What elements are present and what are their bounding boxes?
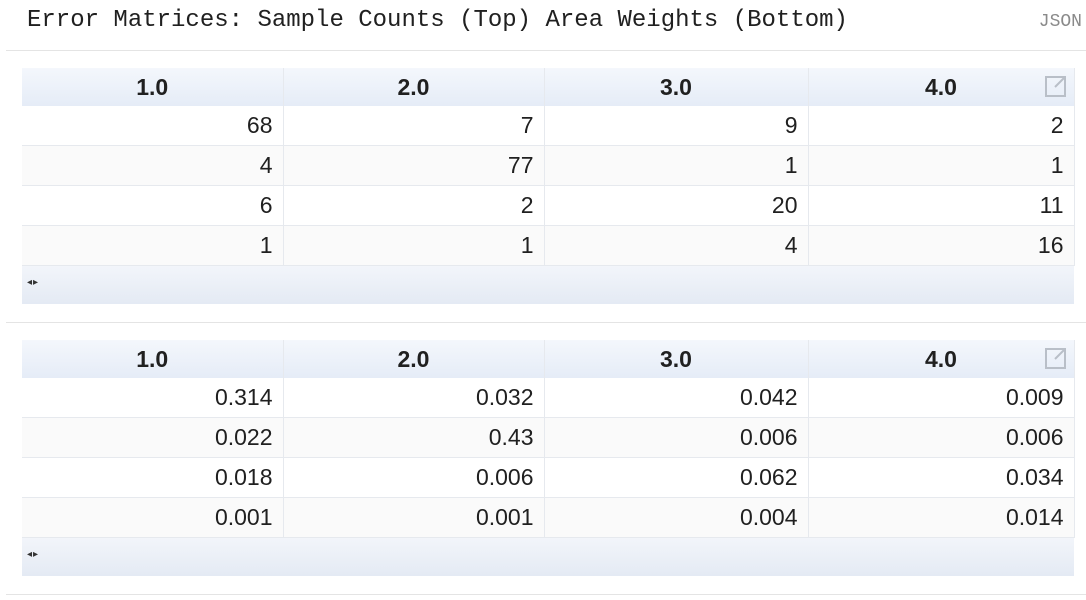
table-cell: 68	[22, 106, 284, 146]
table-cell: 0.001	[22, 497, 284, 538]
table-cell: 16	[808, 225, 1075, 266]
column-header[interactable]: 4.0	[808, 68, 1075, 106]
column-header[interactable]: 3.0	[544, 68, 809, 106]
area-weights-table: 1.0 2.0 3.0 4.0 0.314 0.032 0.042 0.009	[22, 340, 1075, 576]
table-row: 0.001 0.001 0.004 0.014	[22, 497, 1075, 538]
table-cell: 0.032	[283, 378, 545, 418]
scroll-arrows-icon[interactable]: ◂▸	[27, 277, 40, 288]
table-cell: 0.314	[22, 378, 284, 418]
table-row: 0.018 0.006 0.062 0.034	[22, 457, 1075, 498]
table-cell: 1	[22, 225, 284, 266]
table-cell: 0.001	[283, 497, 545, 538]
table-cell: 1	[283, 225, 545, 266]
header-row: 1.0 2.0 3.0 4.0	[22, 340, 1075, 378]
column-header-label: 4.0	[925, 73, 957, 100]
table-cell: 0.042	[544, 378, 809, 418]
table-row: 68 7 9 2	[22, 106, 1075, 146]
table-row: 6 2 20 11	[22, 185, 1075, 226]
table-cell: 4	[544, 225, 809, 266]
data-table: 1.0 2.0 3.0 4.0 0.314 0.032 0.042 0.009	[22, 340, 1075, 538]
column-header[interactable]: 1.0	[22, 340, 284, 378]
json-link[interactable]: JSON	[1038, 12, 1082, 32]
column-header[interactable]: 3.0	[544, 340, 809, 378]
table-cell: 0.004	[544, 497, 809, 538]
table-cell: 1	[544, 145, 809, 186]
table-cell: 4	[22, 145, 284, 186]
table-cell: 0.018	[22, 457, 284, 498]
table-cell: 2	[283, 185, 545, 226]
data-table: 1.0 2.0 3.0 4.0 68 7 9 2 4	[22, 68, 1075, 266]
table-cell: 0.009	[808, 378, 1075, 418]
table-cell: 77	[283, 145, 545, 186]
column-header[interactable]: 2.0	[283, 68, 545, 106]
table-cell: 0.062	[544, 457, 809, 498]
popout-icon[interactable]	[1044, 74, 1068, 98]
table-cell: 0.022	[22, 417, 284, 458]
table-cell: 11	[808, 185, 1075, 226]
table-cell: 0.006	[283, 457, 545, 498]
table-cell: 6	[22, 185, 284, 226]
separator	[6, 50, 1086, 51]
table-cell: 0.014	[808, 497, 1075, 538]
column-header[interactable]: 1.0	[22, 68, 284, 106]
table-row: 0.022 0.43 0.006 0.006	[22, 417, 1075, 458]
column-header[interactable]: 4.0	[808, 340, 1075, 378]
console-title: Error Matrices: Sample Counts (Top) Area…	[27, 7, 848, 34]
table-row: 0.314 0.032 0.042 0.009	[22, 378, 1075, 418]
table-cell: 20	[544, 185, 809, 226]
table-cell: 2	[808, 106, 1075, 146]
table-cell: 7	[283, 106, 545, 146]
table-row: 4 77 1 1	[22, 145, 1075, 186]
horizontal-scrollbar[interactable]: ◂▸	[22, 538, 1074, 576]
scroll-arrows-icon[interactable]: ◂▸	[27, 549, 40, 560]
horizontal-scrollbar[interactable]: ◂▸	[22, 266, 1074, 304]
table-cell: 9	[544, 106, 809, 146]
header-row: 1.0 2.0 3.0 4.0	[22, 68, 1075, 106]
console-header: Error Matrices: Sample Counts (Top) Area…	[0, 0, 1086, 48]
column-header-label: 4.0	[925, 345, 957, 372]
table-cell: 0.006	[544, 417, 809, 458]
table-cell: 0.034	[808, 457, 1075, 498]
table-row: 1 1 4 16	[22, 225, 1075, 266]
popout-icon[interactable]	[1044, 346, 1068, 370]
table-cell: 0.006	[808, 417, 1075, 458]
column-header[interactable]: 2.0	[283, 340, 545, 378]
sample-counts-table: 1.0 2.0 3.0 4.0 68 7 9 2 4	[22, 68, 1075, 304]
table-cell: 0.43	[283, 417, 545, 458]
table-cell: 1	[808, 145, 1075, 186]
separator	[6, 322, 1086, 323]
separator	[6, 594, 1086, 595]
